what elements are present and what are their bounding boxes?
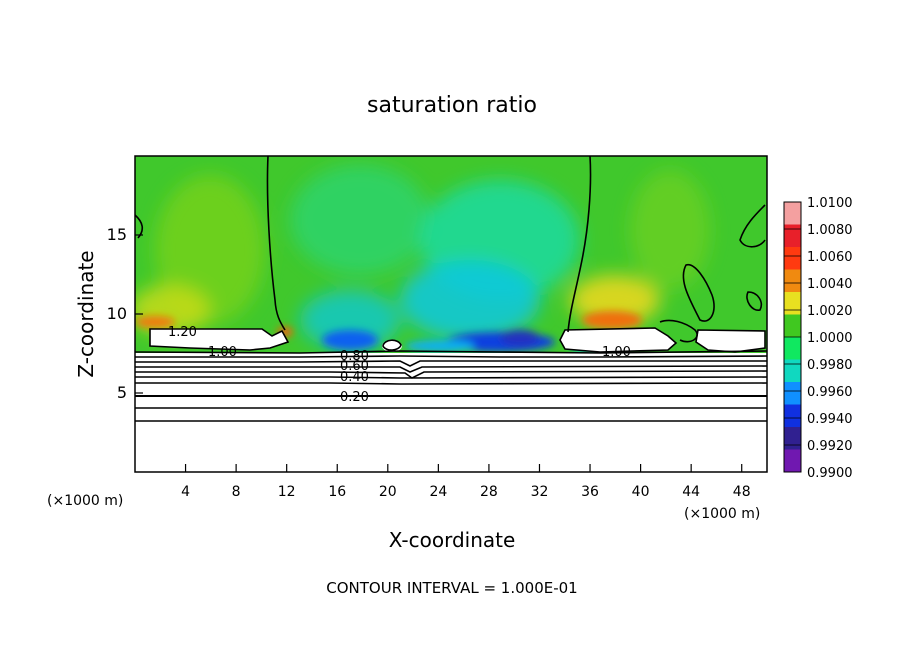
contour-label-group: 1.20 1.00 1.00 0.80 0.60 0.40 0.20 <box>168 325 631 405</box>
y-tick-label: 15 <box>107 225 127 244</box>
colorbar-level-label: 0.9920 <box>807 439 853 454</box>
x-tick-label: 16 <box>328 484 346 500</box>
x-axis-label: X-coordinate <box>389 528 516 552</box>
colorbar-level-label: 0.9940 <box>807 412 853 427</box>
colorbar-swatch <box>784 292 801 315</box>
colorbar-level-label: 0.9900 <box>807 466 853 481</box>
y-unit-label: (×1000 m) <box>47 493 123 509</box>
colorbar-level-label: 1.0100 <box>807 196 853 211</box>
contour-interval-note: CONTOUR INTERVAL = 1.000E-01 <box>326 579 577 597</box>
colorbar-swatch <box>784 359 801 383</box>
y-axis-ticks: 5 10 15 <box>107 225 143 402</box>
x-tick-label: 12 <box>278 484 296 500</box>
x-tick-label: 8 <box>232 484 241 500</box>
x-tick-label: 28 <box>480 484 498 500</box>
colorbar-swatch <box>784 449 801 473</box>
colorbar-level-label: 0.9960 <box>807 385 853 400</box>
colorbar-level-label: 1.0080 <box>807 223 853 238</box>
colorbar-swatch <box>784 247 801 270</box>
y-tick-label: 10 <box>107 304 127 323</box>
y-tick-label: 5 <box>117 383 127 402</box>
contour-label: 1.00 <box>208 345 237 360</box>
colorbar-swatch <box>784 404 801 428</box>
chart-title: saturation ratio <box>367 93 537 118</box>
colorbar-swatch <box>784 337 801 360</box>
x-tick-label: 20 <box>379 484 397 500</box>
contour-lines <box>135 156 767 422</box>
colorbar-swatch <box>784 427 801 450</box>
contour-label: 0.40 <box>340 370 369 385</box>
colorbar-swatch <box>784 224 801 248</box>
colorbar: 1.0100 1.0080 1.0060 1.0040 1.0020 1.0000 0.99… <box>783 196 853 481</box>
colorbar-level-label: 1.0000 <box>807 331 853 346</box>
x-unit-label: (×1000 m) <box>684 506 760 522</box>
x-tick-label: 36 <box>581 484 599 500</box>
colorbar-level-label: 0.9980 <box>807 358 853 373</box>
x-tick-label: 40 <box>632 484 650 500</box>
contour-label: 0.20 <box>340 390 369 405</box>
colorbar-swatch <box>784 382 801 405</box>
x-tick-label: 48 <box>733 484 751 500</box>
colorbar-swatch <box>784 314 801 338</box>
colorbar-swatch <box>784 269 801 293</box>
x-axis-ticks: 4 8 12 16 20 24 28 32 36 40 44 48 <box>181 464 751 500</box>
y-axis-label: Z-coordinate <box>74 250 98 377</box>
colorbar-level-label: 1.0020 <box>807 304 853 319</box>
heatmap-field <box>135 156 767 472</box>
colorbar-swatch <box>784 202 801 225</box>
contour-label: 1.00 <box>602 345 631 360</box>
x-tick-label: 24 <box>429 484 447 500</box>
contour-label: 0.60 <box>340 359 369 374</box>
contour-label: 1.20 <box>168 325 197 340</box>
x-tick-label: 44 <box>682 484 700 500</box>
colorbar-level-label: 1.0040 <box>807 277 853 292</box>
contour-label: 0.80 <box>340 349 369 364</box>
colorbar-level-label: 1.0060 <box>807 250 853 265</box>
x-tick-label: 32 <box>531 484 549 500</box>
x-tick-label: 4 <box>181 484 190 500</box>
